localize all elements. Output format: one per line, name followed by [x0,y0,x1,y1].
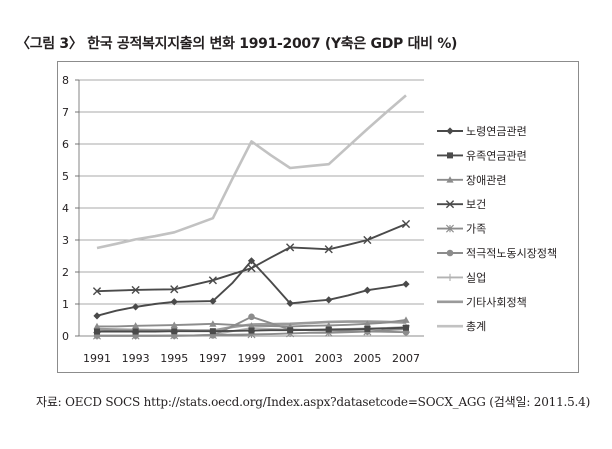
data-point [132,328,139,335]
legend-marker [447,152,453,159]
data-point [247,264,256,273]
series-유족연금관련 [94,324,409,335]
chart-frame [57,61,579,373]
x-tick-label: 1997 [199,352,227,365]
x-tick-label: 2007 [392,352,420,365]
data-point [286,243,295,252]
data-point [363,286,371,294]
data-point [208,276,217,285]
data-point [94,328,100,335]
data-point [364,325,371,332]
x-tick-label: 2005 [353,352,381,365]
legend-marker [446,176,454,183]
legend-label: 총계 [466,320,486,333]
y-tick-label: 1 [62,298,69,311]
y-tick-label: 5 [62,170,69,183]
data-point [171,328,178,335]
legend-label: 기타사회정책 [466,296,527,309]
legend-label: 장애관련 [466,174,506,187]
legend-label: 가족 [466,223,486,236]
legend-label: 노령연금관련 [466,125,527,138]
data-point [324,245,333,254]
data-point [170,321,178,328]
x-tick-label: 1999 [238,352,266,365]
series-group [92,94,411,340]
legend-item: 기타사회정책 [437,296,527,309]
data-point [403,324,409,331]
legend-label: 유족연금관련 [466,149,527,162]
x-tick-label: 1993 [122,352,150,365]
series-line [96,94,407,250]
legend-item: 적극적노동시장정책 [437,247,557,260]
legend-marker [446,249,454,257]
y-tick-label: 4 [62,202,69,215]
x-tick-label: 2001 [276,352,304,365]
y-tick-label: 6 [62,138,69,151]
x-tick-label: 1995 [160,352,188,365]
data-point [209,328,216,335]
figure-caption: 〈그림 3〉 한국 공적복지지출의 변화 1991-2007 (Y축은 GDP … [16,36,458,52]
series-보건 [92,219,411,296]
data-point [363,235,372,245]
legend-item: 장애관련 [437,174,506,187]
source-note: 자료: OECD SOCS http://stats.oecd.org/Inde… [36,395,591,409]
legend-item: 가족 [437,223,486,236]
legend-item: 실업 [437,271,486,284]
legend-marker [446,224,454,233]
series-노령연금관련 [93,257,410,320]
data-point [401,219,411,229]
legend-item: 유족연금관련 [437,149,527,162]
legend-item: 노령연금관련 [437,125,527,138]
data-point [363,320,371,327]
data-point [286,299,294,307]
data-point [325,326,332,333]
legend-marker [445,200,455,209]
legend-item: 보건 [437,198,486,211]
legend-label: 실업 [466,271,486,284]
data-point [170,285,179,294]
data-point [325,296,333,304]
data-point [209,297,217,305]
x-tick-label: 2003 [315,352,343,365]
y-tick-label: 3 [62,234,69,247]
data-point [92,287,102,296]
data-point [93,322,101,330]
legend-marker [446,273,454,281]
data-point [247,322,256,329]
data-point [402,316,410,323]
legend-item: 총계 [437,320,486,333]
y-tick-label: 2 [62,266,69,279]
series-총계 [96,94,407,250]
data-point [132,322,140,329]
legend-label: 적극적노동시장정책 [466,247,557,260]
data-point [247,257,256,265]
y-tick-label: 7 [62,106,69,119]
data-point [209,320,217,327]
data-point [248,313,255,321]
y-tick-label: 8 [62,74,69,87]
data-point [402,280,410,288]
data-point [132,303,140,311]
data-point [131,285,140,295]
grid-lines [79,79,424,305]
legend-label: 보건 [466,198,486,211]
data-point [170,298,178,306]
x-tick-label: 1991 [83,352,111,365]
data-point [287,327,294,334]
y-tick-label: 0 [62,330,69,343]
data-point [93,312,101,320]
legend-marker [446,127,454,135]
data-point [248,327,255,334]
